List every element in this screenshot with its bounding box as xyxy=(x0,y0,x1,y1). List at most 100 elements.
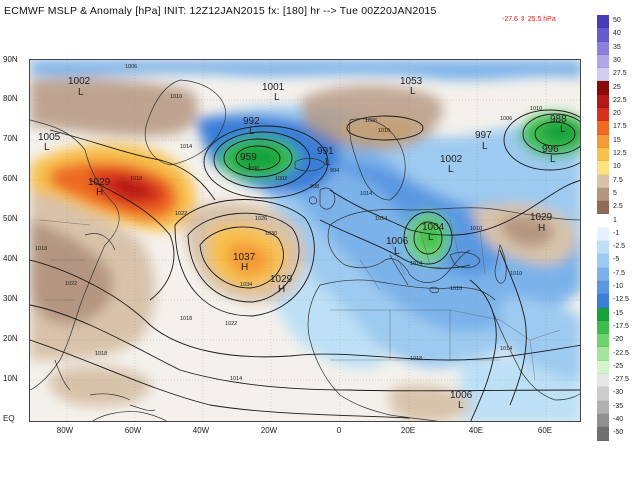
colorbar-swatch xyxy=(597,15,609,29)
lat-label-60n: 60N xyxy=(3,174,18,183)
isobar-label: 1018 xyxy=(130,176,142,182)
anomaly-field xyxy=(30,60,580,421)
colorbar-swatch xyxy=(597,294,609,308)
lat-label-30n: 30N xyxy=(3,294,18,303)
colorbar-label: 1 xyxy=(613,216,617,224)
isobar-label: 1018 xyxy=(180,316,192,322)
colorbar-label: 30 xyxy=(613,56,621,64)
isobar-label: 1014 xyxy=(180,144,192,150)
lon-label-80w: 80W xyxy=(56,426,74,435)
low-value-3: 1053 xyxy=(400,76,423,87)
colorbar-swatch xyxy=(597,241,609,255)
isobar-label: 1002 xyxy=(275,176,287,182)
colorbar-label: 35 xyxy=(613,43,621,51)
colorbar-swatch xyxy=(597,400,609,414)
colorbar-label: -17.5 xyxy=(613,322,629,330)
isobar-label: 1018 xyxy=(35,246,47,252)
chart-title: ECMWF MSLP & Anomaly [hPa] INIT: 12Z12JA… xyxy=(4,5,437,17)
colorbar-swatch xyxy=(597,214,609,228)
isobar-label: 1006 xyxy=(500,116,512,122)
colorbar-label: 12.5 xyxy=(613,150,627,157)
colorbar-label: -50 xyxy=(613,429,624,437)
isobar-label: 1014 xyxy=(230,376,242,382)
isobar-label: 1022 xyxy=(65,281,77,287)
pressure-center-labels: 1002 L 1001 L 1053 L 988 L 1005 L 959 L … xyxy=(38,76,567,411)
map-svg: 1002 L 1001 L 1053 L 988 L 1005 L 959 L … xyxy=(30,60,580,421)
colorbar-swatch xyxy=(597,320,609,335)
colorbar-label: 22.5 xyxy=(613,96,627,104)
colorbar-swatch xyxy=(597,267,609,281)
colorbar xyxy=(597,15,609,441)
colorbar-swatch xyxy=(597,360,609,375)
isobar-label: 990 xyxy=(250,166,259,172)
colorbar-swatch xyxy=(597,94,609,109)
lon-label-40w: 40W xyxy=(192,426,210,435)
lat-label-70n: 70N xyxy=(3,134,18,143)
low-marker-1: L xyxy=(78,87,84,98)
colorbar-label: 40 xyxy=(613,30,621,38)
high-value-1: 1029 xyxy=(88,177,111,188)
high-value-2: 1037 xyxy=(233,252,256,263)
country-borders xyxy=(39,219,561,381)
colorbar-swatch xyxy=(597,307,609,321)
isobar-label: 1018 xyxy=(95,351,107,357)
colorbar-label: 27.5 xyxy=(613,70,627,78)
colorbar-swatch xyxy=(597,68,609,82)
lat-label-40n: 40N xyxy=(3,254,18,263)
low-value-11: 1006 xyxy=(386,236,409,247)
low-value-12: 1004 xyxy=(422,222,445,233)
low-marker-6: L xyxy=(248,162,254,173)
high-marker-3: H xyxy=(278,284,285,295)
low-marker-2: L xyxy=(274,92,280,103)
lon-label-20e: 20E xyxy=(400,426,416,435)
low-value-6: 959 xyxy=(240,152,257,163)
isobar-label: 1018 xyxy=(410,356,422,362)
colorbar-swatch xyxy=(597,254,609,268)
colorbar-label: -2.5 xyxy=(613,243,626,251)
colorbar-swatch xyxy=(597,81,609,95)
low-marker-7: L xyxy=(325,157,331,168)
lon-label-40e: 40E xyxy=(468,426,484,435)
lat-label-10n: 10N xyxy=(3,374,18,383)
colorbar-label: -1 xyxy=(613,229,620,237)
colorbar-label: 10 xyxy=(613,163,621,171)
colorbar-label: -12.5 xyxy=(613,296,629,304)
isobar-label: 1010 xyxy=(530,106,542,112)
lat-label-80n: 80N xyxy=(3,94,18,103)
low-marker-13: L xyxy=(458,400,464,411)
isobar-label: 1030 xyxy=(265,231,277,237)
low-value-10: 1002 xyxy=(440,154,463,165)
isobar-label: 1026 xyxy=(255,216,267,222)
isobar-label: 1022 xyxy=(175,211,187,217)
high-marker-4: H xyxy=(538,223,545,234)
colorbar-label: 50 xyxy=(613,17,621,24)
colorbar-swatch xyxy=(597,187,609,202)
colorbar-label: -15 xyxy=(613,309,624,317)
colorbar-swatch xyxy=(597,108,609,122)
isobar-label: 998 xyxy=(310,184,319,190)
map-panel[interactable]: 1002 L 1001 L 1053 L 988 L 1005 L 959 L … xyxy=(29,59,581,422)
lon-label-0: 0 xyxy=(336,426,342,435)
isobar-label: 1014 xyxy=(360,191,372,197)
low-value-8: 997 xyxy=(475,130,492,141)
low-marker-4: L xyxy=(560,124,566,135)
lon-label-20w: 20W xyxy=(260,426,278,435)
isobar-label: 1010 xyxy=(510,271,522,277)
colorbar-swatch xyxy=(597,227,609,242)
colorbar-swatch xyxy=(597,54,609,69)
colorbar-swatch xyxy=(597,28,609,42)
lat-label-90n: 90N xyxy=(3,55,18,64)
isobars xyxy=(30,109,580,421)
colorbar-swatch xyxy=(597,387,609,401)
low-marker-14: L xyxy=(249,126,255,137)
colorbar-swatch xyxy=(597,174,609,188)
isobar-label: 1034 xyxy=(240,282,252,288)
low-value-13: 1006 xyxy=(450,390,473,401)
low-value-5: 1005 xyxy=(38,132,61,143)
low-marker-3: L xyxy=(410,86,416,97)
low-value-4: 988 xyxy=(550,114,567,125)
colorbar-swatch xyxy=(597,347,609,361)
high-value-3: 1029 xyxy=(270,274,293,285)
isobar-label: 1010 xyxy=(470,226,482,232)
colorbar-swatch xyxy=(597,147,609,162)
